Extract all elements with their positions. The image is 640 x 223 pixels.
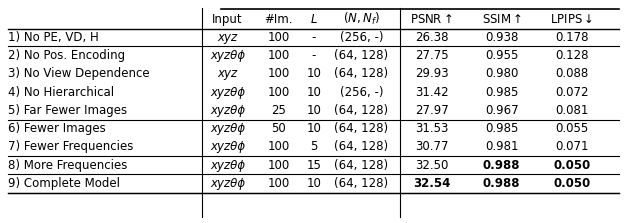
Text: 0.938: 0.938 <box>485 31 518 44</box>
Text: 2) No Pos. Encoding: 2) No Pos. Encoding <box>8 49 125 62</box>
Text: $(N, N_f)$: $(N, N_f)$ <box>343 11 380 27</box>
Text: 4) No Hierarchical: 4) No Hierarchical <box>8 86 114 99</box>
Text: xyzθϕ: xyzθϕ <box>210 140 245 153</box>
Text: 0.071: 0.071 <box>555 140 588 153</box>
Text: xyz: xyz <box>218 67 237 80</box>
Text: 0.055: 0.055 <box>555 122 588 135</box>
Text: 10: 10 <box>306 86 321 99</box>
Text: 0.967: 0.967 <box>484 104 518 117</box>
Text: 10: 10 <box>306 122 321 135</box>
Text: (256, -): (256, -) <box>340 31 383 44</box>
Text: 10: 10 <box>306 67 321 80</box>
Text: 100: 100 <box>268 49 290 62</box>
Text: 30.77: 30.77 <box>415 140 448 153</box>
Text: 0.988: 0.988 <box>483 177 520 190</box>
Text: 1) No PE, VD, H: 1) No PE, VD, H <box>8 31 99 44</box>
Text: 31.53: 31.53 <box>415 122 448 135</box>
Text: 27.97: 27.97 <box>415 104 449 117</box>
Text: (64, 128): (64, 128) <box>334 122 388 135</box>
Text: 10: 10 <box>306 104 321 117</box>
Text: xyzθϕ: xyzθϕ <box>210 49 245 62</box>
Text: 3) No View Dependence: 3) No View Dependence <box>8 67 149 80</box>
Text: 15: 15 <box>306 159 321 172</box>
Text: xyzθϕ: xyzθϕ <box>210 177 245 190</box>
Text: LPIPS$\downarrow$: LPIPS$\downarrow$ <box>550 12 593 25</box>
Text: 0.081: 0.081 <box>555 104 588 117</box>
Text: (64, 128): (64, 128) <box>334 67 388 80</box>
Text: 0.955: 0.955 <box>485 49 518 62</box>
Text: 27.75: 27.75 <box>415 49 449 62</box>
Text: #Im.: #Im. <box>264 12 293 25</box>
Text: 100: 100 <box>268 86 290 99</box>
Text: 0.128: 0.128 <box>555 49 588 62</box>
Text: xyzθϕ: xyzθϕ <box>210 159 245 172</box>
Text: 32.50: 32.50 <box>415 159 448 172</box>
Text: 0.178: 0.178 <box>555 31 588 44</box>
Text: (256, -): (256, -) <box>340 86 383 99</box>
Text: -: - <box>312 31 316 44</box>
Text: xyzθϕ: xyzθϕ <box>210 104 245 117</box>
Text: 5) Far Fewer Images: 5) Far Fewer Images <box>8 104 127 117</box>
Text: 50: 50 <box>271 122 286 135</box>
Text: (64, 128): (64, 128) <box>334 177 388 190</box>
Text: xyzθϕ: xyzθϕ <box>210 86 245 99</box>
Text: 9) Complete Model: 9) Complete Model <box>8 177 120 190</box>
Text: PSNR$\uparrow$: PSNR$\uparrow$ <box>410 12 453 25</box>
Text: 0.072: 0.072 <box>555 86 588 99</box>
Text: xyz: xyz <box>218 31 237 44</box>
Text: 10: 10 <box>306 177 321 190</box>
Text: 0.988: 0.988 <box>483 159 520 172</box>
Text: 0.985: 0.985 <box>485 122 518 135</box>
Text: 32.54: 32.54 <box>413 177 450 190</box>
Text: (64, 128): (64, 128) <box>334 159 388 172</box>
Text: (64, 128): (64, 128) <box>334 140 388 153</box>
Text: 0.088: 0.088 <box>555 67 588 80</box>
Text: 31.42: 31.42 <box>415 86 449 99</box>
Text: Input: Input <box>212 12 243 25</box>
Text: $L$: $L$ <box>310 12 317 25</box>
Text: (64, 128): (64, 128) <box>334 104 388 117</box>
Text: 100: 100 <box>268 140 290 153</box>
Text: 100: 100 <box>268 31 290 44</box>
Text: (64, 128): (64, 128) <box>334 49 388 62</box>
Text: 29.93: 29.93 <box>415 67 449 80</box>
Text: 26.38: 26.38 <box>415 31 448 44</box>
Text: 0.985: 0.985 <box>485 86 518 99</box>
Text: 8) More Frequencies: 8) More Frequencies <box>8 159 127 172</box>
Text: 7) Fewer Frequencies: 7) Fewer Frequencies <box>8 140 133 153</box>
Text: 100: 100 <box>268 67 290 80</box>
Text: 0.981: 0.981 <box>485 140 518 153</box>
Text: 6) Fewer Images: 6) Fewer Images <box>8 122 106 135</box>
Text: 0.980: 0.980 <box>485 67 518 80</box>
Text: 0.050: 0.050 <box>553 159 590 172</box>
Text: xyzθϕ: xyzθϕ <box>210 122 245 135</box>
Text: -: - <box>312 49 316 62</box>
Text: 5: 5 <box>310 140 317 153</box>
Text: 100: 100 <box>268 159 290 172</box>
Text: 25: 25 <box>271 104 286 117</box>
Text: 0.050: 0.050 <box>553 177 590 190</box>
Text: 100: 100 <box>268 177 290 190</box>
Text: SSIM$\uparrow$: SSIM$\uparrow$ <box>481 12 522 25</box>
